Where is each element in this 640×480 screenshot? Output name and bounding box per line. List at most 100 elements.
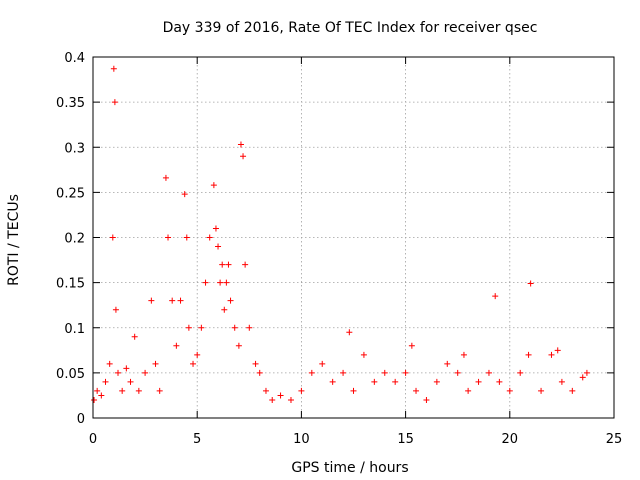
data-point: [548, 351, 555, 358]
data-point: [210, 182, 217, 189]
data-point: [169, 297, 176, 304]
data-point: [181, 191, 188, 198]
data-point: [135, 387, 142, 394]
data-point: [223, 279, 230, 286]
data-point: [350, 387, 357, 394]
x-tick-label: 0: [89, 432, 97, 447]
data-point: [308, 369, 315, 376]
data-point: [219, 261, 226, 268]
y-tick-label: 0.3: [64, 141, 85, 156]
y-tick-label: 0.35: [56, 96, 85, 111]
data-point: [460, 351, 467, 358]
data-point: [119, 387, 126, 394]
data-point: [225, 261, 232, 268]
data-point: [231, 324, 238, 331]
data-point: [558, 378, 565, 385]
data-point: [346, 329, 353, 336]
data-point: [227, 297, 234, 304]
data-point: [221, 306, 228, 313]
data-point: [475, 378, 482, 385]
data-point: [298, 387, 305, 394]
data-point: [123, 365, 130, 372]
data-point: [527, 280, 534, 287]
data-point: [156, 387, 163, 394]
data-point: [413, 387, 420, 394]
x-tick-label: 15: [397, 432, 414, 447]
data-point: [360, 351, 367, 358]
data-point: [177, 297, 184, 304]
data-point: [287, 396, 294, 403]
data-point: [198, 324, 205, 331]
data-point: [91, 396, 98, 403]
data-point: [492, 293, 499, 300]
data-point: [109, 234, 116, 241]
data-point: [131, 333, 138, 340]
y-tick-label: 0.1: [64, 322, 85, 337]
x-axis-label: GPS time / hours: [291, 460, 408, 476]
data-point: [485, 369, 492, 376]
data-point: [142, 369, 149, 376]
data-point: [185, 324, 192, 331]
data-point: [152, 360, 159, 367]
data-point: [217, 279, 224, 286]
data-point: [496, 378, 503, 385]
y-tick-label: 0.05: [56, 367, 85, 382]
data-point: [102, 378, 109, 385]
x-tick-label: 25: [606, 432, 623, 447]
data-point: [173, 342, 180, 349]
data-point: [148, 297, 155, 304]
data-point: [269, 396, 276, 403]
data-point: [194, 351, 201, 358]
y-tick-label: 0.15: [56, 277, 85, 292]
data-point: [252, 360, 259, 367]
axis-ticks: [92, 56, 615, 419]
data-point: [329, 378, 336, 385]
x-tick-label: 20: [502, 432, 519, 447]
data-point: [165, 234, 172, 241]
data-point: [246, 324, 253, 331]
data-point: [554, 347, 561, 354]
x-tick-label: 10: [293, 432, 310, 447]
data-point: [579, 374, 586, 381]
data-point: [206, 234, 213, 241]
y-tick-labels: 0 0.05 0.1 0.15 0.2 0.25 0.3 0.35 0.4: [56, 51, 85, 427]
data-point: [162, 174, 169, 181]
data-point: [115, 369, 122, 376]
data-point: [112, 306, 119, 313]
data-point: [111, 99, 118, 106]
data-point: [212, 225, 219, 232]
y-tick-label: 0.4: [64, 51, 85, 66]
data-point: [262, 387, 269, 394]
grid-lines: [93, 57, 614, 418]
data-point: [256, 369, 263, 376]
data-point: [371, 378, 378, 385]
data-point: [583, 369, 590, 376]
data-point: [454, 369, 461, 376]
data-point: [465, 387, 472, 394]
data-point: [569, 387, 576, 394]
data-point: [408, 342, 415, 349]
data-point: [433, 378, 440, 385]
data-point: [237, 141, 244, 148]
data-point: [215, 243, 222, 250]
data-point: [94, 387, 101, 394]
data-points: [91, 65, 590, 403]
y-tick-label: 0: [77, 412, 85, 427]
data-point: [319, 360, 326, 367]
data-point: [242, 261, 249, 268]
data-point: [538, 387, 545, 394]
data-point: [110, 65, 117, 72]
data-point: [392, 378, 399, 385]
data-point: [127, 378, 134, 385]
chart-title: Day 339 of 2016, Rate Of TEC Index for r…: [163, 20, 538, 36]
data-point: [402, 369, 409, 376]
data-point: [183, 234, 190, 241]
y-axis-label: ROTI / TECUs: [6, 194, 22, 286]
data-point: [202, 279, 209, 286]
data-point: [240, 153, 247, 160]
y-tick-label: 0.2: [64, 232, 85, 247]
data-point: [190, 360, 197, 367]
x-tick-label: 5: [193, 432, 201, 447]
